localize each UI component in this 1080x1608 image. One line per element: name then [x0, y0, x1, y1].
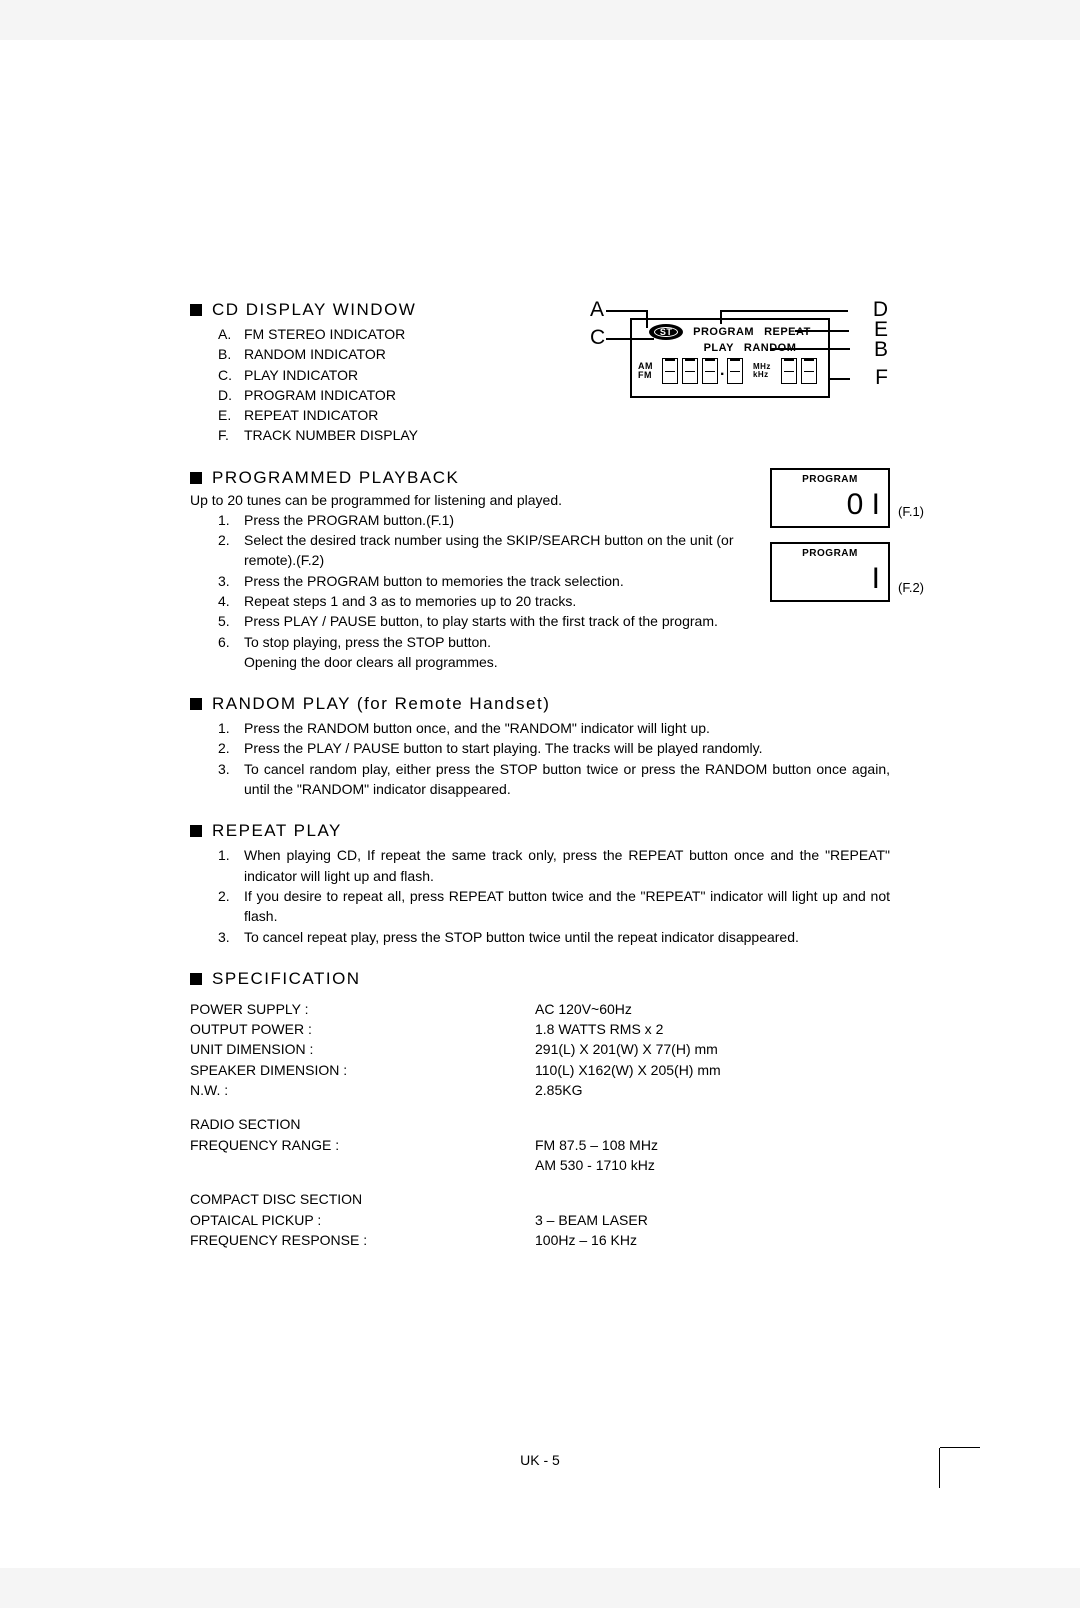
diagram-label-F: F — [875, 366, 888, 390]
heading-specification: SPECIFICATION — [190, 969, 890, 989]
manual-page: CD DISPLAY WINDOW A.FM STEREO INDICATOR … — [0, 40, 1080, 1568]
title-text: CD DISPLAY WINDOW — [212, 300, 416, 320]
section-random: RANDOM PLAY (for Remote Handset) 1.Press… — [190, 694, 890, 799]
section-cd-display: CD DISPLAY WINDOW A.FM STEREO INDICATOR … — [190, 300, 890, 446]
figure-caption-f1: (F.1) — [898, 504, 924, 519]
title-text: REPEAT PLAY — [212, 821, 342, 841]
section-bullet-icon — [190, 825, 202, 837]
section-bullet-icon — [190, 973, 202, 985]
page-number: UK - 5 — [520, 1452, 560, 1468]
lcd-diagram: A C D E B F ST PROGRAM — [570, 300, 890, 420]
diagram-label-A: A — [590, 298, 604, 322]
heading-cd-display: CD DISPLAY WINDOW — [190, 300, 550, 320]
program-figures: PROGRAM 0 I (F.1) PROGRAM I (F.2) — [770, 468, 890, 602]
section-specification: SPECIFICATION POWER SUPPLY :AC 120V~60Hz… — [190, 969, 890, 1250]
section-repeat: REPEAT PLAY 1.When playing CD, If repeat… — [190, 821, 890, 946]
st-badge-icon: ST — [649, 324, 683, 340]
programmed-intro: Up to 20 tunes can be programmed for lis… — [190, 492, 750, 508]
figure-f1: PROGRAM 0 I — [770, 468, 890, 528]
crop-mark-icon — [900, 1408, 940, 1448]
heading-programmed: PROGRAMMED PLAYBACK — [190, 468, 750, 488]
repeat-list: 1.When playing CD, If repeat the same tr… — [190, 845, 890, 946]
diagram-label-C: C — [590, 326, 605, 350]
section-programmed: PROGRAMMED PLAYBACK Up to 20 tunes can b… — [190, 468, 890, 672]
section-bullet-icon — [190, 472, 202, 484]
section-bullet-icon — [190, 698, 202, 710]
cd-display-list: A.FM STEREO INDICATOR B.RANDOM INDICATOR… — [190, 324, 550, 446]
heading-random: RANDOM PLAY (for Remote Handset) — [190, 694, 890, 714]
lcd-screen: ST PROGRAM REPEAT PLAY RANDOM AM FM — [630, 318, 830, 398]
heading-repeat: REPEAT PLAY — [190, 821, 890, 841]
lcd-digits: . — [661, 358, 744, 384]
spec-main: POWER SUPPLY :AC 120V~60Hz OUTPUT POWER … — [190, 999, 890, 1250]
spec-radio-header: RADIO SECTION — [190, 1114, 890, 1134]
lcd-digits-small — [780, 358, 818, 384]
title-text: PROGRAMMED PLAYBACK — [212, 468, 459, 488]
title-text: SPECIFICATION — [212, 969, 361, 989]
spec-cd-header: COMPACT DISC SECTION — [190, 1189, 890, 1209]
figure-f2: PROGRAM I — [770, 542, 890, 602]
section-bullet-icon — [190, 304, 202, 316]
diagram-label-B: B — [874, 338, 888, 362]
title-text: RANDOM PLAY (for Remote Handset) — [212, 694, 550, 714]
programmed-list: 1.Press the PROGRAM button.(F.1) 2.Selec… — [190, 510, 750, 672]
random-list: 1.Press the RANDOM button once, and the … — [190, 718, 890, 799]
figure-caption-f2: (F.2) — [898, 580, 924, 595]
